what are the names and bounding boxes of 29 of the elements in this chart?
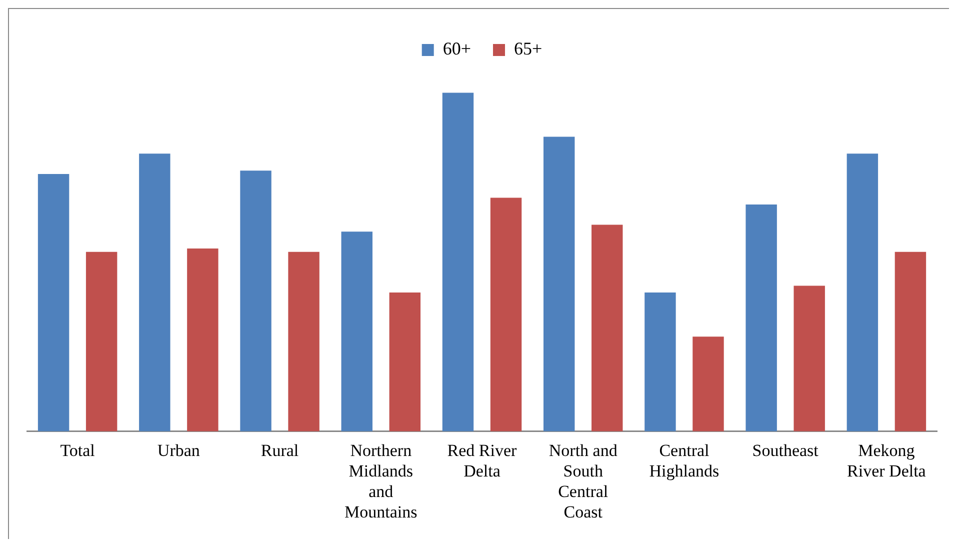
x-tick-label: Rural <box>260 441 299 460</box>
x-tick-label: Central Highlands <box>649 441 720 480</box>
bar <box>592 224 623 432</box>
x-tick-label: Northern Midlands and Mountains <box>344 441 418 522</box>
bar <box>692 336 724 432</box>
legend-label: 65+ <box>514 38 542 59</box>
x-tick-label: Mekong River Delta <box>847 441 926 480</box>
bar <box>894 252 926 432</box>
bar <box>139 154 170 432</box>
bar <box>644 292 676 432</box>
bar <box>86 252 118 432</box>
bar <box>490 198 522 432</box>
bar <box>389 292 421 432</box>
bar <box>240 170 272 432</box>
x-tick-label: North and South Central Coast <box>548 441 618 522</box>
x-tick-label: Southeast <box>752 441 819 460</box>
bar <box>187 248 218 432</box>
bar <box>38 174 70 432</box>
bar <box>543 136 575 432</box>
bar <box>846 154 878 432</box>
x-tick-label: Total <box>60 441 96 460</box>
x-tick-label: Urban <box>157 441 200 460</box>
legend-label: 60+ <box>442 38 472 59</box>
bar <box>794 286 825 432</box>
bar <box>746 204 777 432</box>
bar <box>442 92 474 432</box>
x-tick-label: Red River Delta <box>447 441 518 480</box>
bar <box>288 252 320 432</box>
bar <box>341 232 372 432</box>
